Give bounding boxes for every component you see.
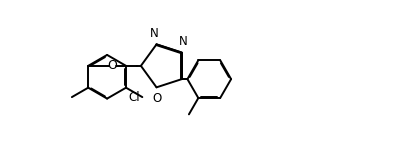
- Text: Cl: Cl: [128, 91, 140, 104]
- Text: O: O: [108, 59, 117, 72]
- Text: N: N: [179, 35, 188, 48]
- Text: N: N: [150, 27, 159, 40]
- Text: O: O: [151, 92, 161, 105]
